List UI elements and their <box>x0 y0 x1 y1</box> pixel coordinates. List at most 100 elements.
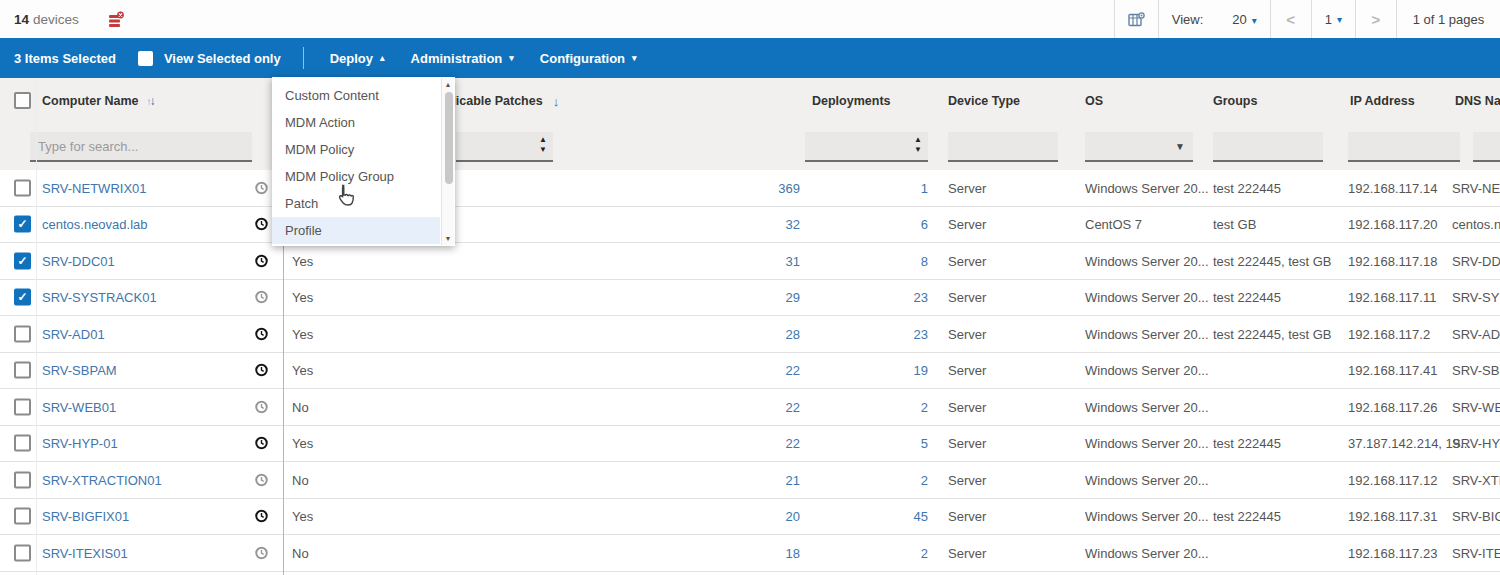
header-deployments[interactable]: Deployments <box>812 78 891 124</box>
applicable-patches-link[interactable]: 369 <box>700 180 800 195</box>
header-computer-name[interactable]: Computer Name ↑↓ <box>42 78 154 124</box>
deployments-link[interactable]: 45 <box>828 509 928 524</box>
stepper-arrows-icon[interactable]: ▲▼ <box>539 135 547 155</box>
computer-name-link[interactable]: SRV-HYP-01 <box>42 436 118 451</box>
search-input[interactable] <box>30 132 252 162</box>
view-selected-only-checkbox[interactable] <box>138 51 153 66</box>
deploy-menu-item[interactable]: Custom Content <box>272 82 440 109</box>
computer-name-link[interactable]: SRV-NETWRIX01 <box>42 180 147 195</box>
computer-name-link[interactable]: SRV-WEB01 <box>42 399 116 414</box>
device-type-filter[interactable] <box>948 132 1058 162</box>
menu-administration[interactable]: Administration ▾ <box>411 51 514 66</box>
table-row: SRV-NETWRIX01 369 1 Server Windows Serve… <box>0 170 1500 207</box>
ip-cell: 192.168.117.11 <box>1348 290 1436 305</box>
computer-name-link[interactable]: SRV-ITEXIS01 <box>42 545 128 560</box>
dns-cell: SRV-ITEX <box>1452 545 1500 560</box>
applicable-patches-link[interactable]: 18 <box>700 545 800 560</box>
applicable-patches-link[interactable]: 20 <box>700 509 800 524</box>
deployments-link[interactable]: 23 <box>828 326 928 341</box>
computer-name-link[interactable]: SRV-AD01 <box>42 326 105 341</box>
row-checkbox[interactable] <box>14 435 31 452</box>
deployments-filter[interactable]: ▲▼ <box>805 132 928 162</box>
applicable-patches-filter[interactable]: ▲▼ <box>456 132 553 162</box>
chevron-down-icon: ▾ <box>632 53 637 63</box>
applicable-patches-link[interactable]: 21 <box>700 472 800 487</box>
scrollbar-thumb[interactable] <box>445 92 453 184</box>
computer-name-link[interactable]: SRV-SBPAM <box>42 363 117 378</box>
deployments-link[interactable]: 2 <box>828 472 928 487</box>
current-page-select[interactable]: 1▾ <box>1311 0 1355 38</box>
deployments-link[interactable]: 2 <box>828 545 928 560</box>
deployments-link[interactable]: 5 <box>828 436 928 451</box>
deployments-link[interactable]: 23 <box>828 290 928 305</box>
computer-name-link[interactable]: SRV-SYSTRACK01 <box>42 290 157 305</box>
row-checkbox[interactable] <box>14 216 31 233</box>
ip-address-filter[interactable] <box>1348 132 1460 162</box>
row-checkbox[interactable] <box>14 398 31 415</box>
header-ip-address[interactable]: IP Address <box>1350 78 1415 124</box>
top-bar: 14devices <box>0 0 1500 38</box>
dns-cell: SRV-SBPA <box>1452 363 1500 378</box>
selection-toolbar: 3 Items Selected View Selected only Depl… <box>0 38 1500 78</box>
deployments-link[interactable]: 8 <box>828 253 928 268</box>
deploy-menu-item[interactable]: MDM Policy <box>272 136 440 163</box>
remove-device-icon[interactable] <box>107 11 125 28</box>
os-filter-select[interactable]: ▼ <box>1085 132 1193 162</box>
header-groups[interactable]: Groups <box>1213 78 1257 124</box>
scroll-down-icon[interactable]: ▼ <box>442 235 454 242</box>
computer-name-link[interactable]: SRV-BIGFIX01 <box>42 509 129 524</box>
applicable-patches-link[interactable]: 28 <box>700 326 800 341</box>
groups-filter[interactable] <box>1213 132 1323 162</box>
dns-name-filter[interactable] <box>1473 132 1500 162</box>
device-type-cell: Server <box>948 326 986 341</box>
ip-cell: 192.168.117.20 <box>1348 217 1437 232</box>
computer-name-link[interactable]: SRV-DDC01 <box>42 253 115 268</box>
row-checkbox[interactable] <box>14 362 31 379</box>
row-checkbox[interactable] <box>14 325 31 342</box>
deploy-menu-item[interactable]: Patch <box>272 190 440 217</box>
deployments-link[interactable]: 19 <box>828 363 928 378</box>
menu-configuration-label: Configuration <box>540 51 625 66</box>
row-checkbox[interactable] <box>14 471 31 488</box>
deploy-menu-item[interactable]: MDM Policy Group <box>272 163 440 190</box>
applicable-patches-link[interactable]: 22 <box>700 399 800 414</box>
menu-configuration[interactable]: Configuration ▾ <box>540 51 637 66</box>
header-os[interactable]: OS <box>1085 78 1103 124</box>
computer-name-link[interactable]: SRV-XTRACTION01 <box>42 472 162 487</box>
deployments-link[interactable]: 1 <box>828 180 928 195</box>
os-cell: Windows Server 20... <box>1085 363 1209 378</box>
select-all-checkbox[interactable] <box>14 92 31 109</box>
next-page-button[interactable]: > <box>1355 0 1396 38</box>
menu-deploy[interactable]: Deploy ▴ <box>330 51 385 66</box>
computer-name-link[interactable]: centos.neovad.lab <box>42 217 148 232</box>
deployments-link[interactable]: 6 <box>828 217 928 232</box>
applicable-patches-link[interactable]: 32 <box>700 217 800 232</box>
row-checkbox[interactable] <box>14 252 31 269</box>
row-checkbox[interactable] <box>14 289 31 306</box>
clock-history-icon <box>254 472 269 487</box>
scroll-up-icon[interactable]: ▲ <box>442 81 454 88</box>
applicable-patches-link[interactable]: 31 <box>700 253 800 268</box>
column-settings-button[interactable] <box>1114 0 1158 38</box>
groups-cell: test 222445 <box>1213 290 1281 305</box>
dropdown-scrollbar[interactable]: ▲ ▼ <box>441 78 454 245</box>
page-info: 1 of 1 pages <box>1396 0 1500 38</box>
deployments-link[interactable]: 2 <box>828 399 928 414</box>
header-device-type[interactable]: Device Type <box>948 78 1020 124</box>
ip-cell: 192.168.117.26 <box>1348 399 1437 414</box>
deploy-menu-item[interactable]: MDM Action <box>272 109 440 136</box>
header-dns-name[interactable]: DNS Name <box>1455 78 1500 124</box>
applicable-patches-link[interactable]: 22 <box>700 436 800 451</box>
applicable-patches-link[interactable]: 22 <box>700 363 800 378</box>
row-checkbox[interactable] <box>14 179 31 196</box>
prev-page-button[interactable]: < <box>1270 0 1311 38</box>
stepper-arrows-icon[interactable]: ▲▼ <box>914 135 922 155</box>
deploy-menu-item[interactable]: Profile <box>272 217 440 244</box>
page-size-value: 20 <box>1232 12 1246 27</box>
managed-cell: No <box>292 545 309 560</box>
applicable-patches-link[interactable]: 29 <box>700 290 800 305</box>
row-checkbox[interactable] <box>14 544 31 561</box>
device-count-number: 14 <box>14 12 29 27</box>
row-checkbox[interactable] <box>14 508 31 525</box>
page-size-select[interactable]: 20▾ <box>1232 12 1257 27</box>
